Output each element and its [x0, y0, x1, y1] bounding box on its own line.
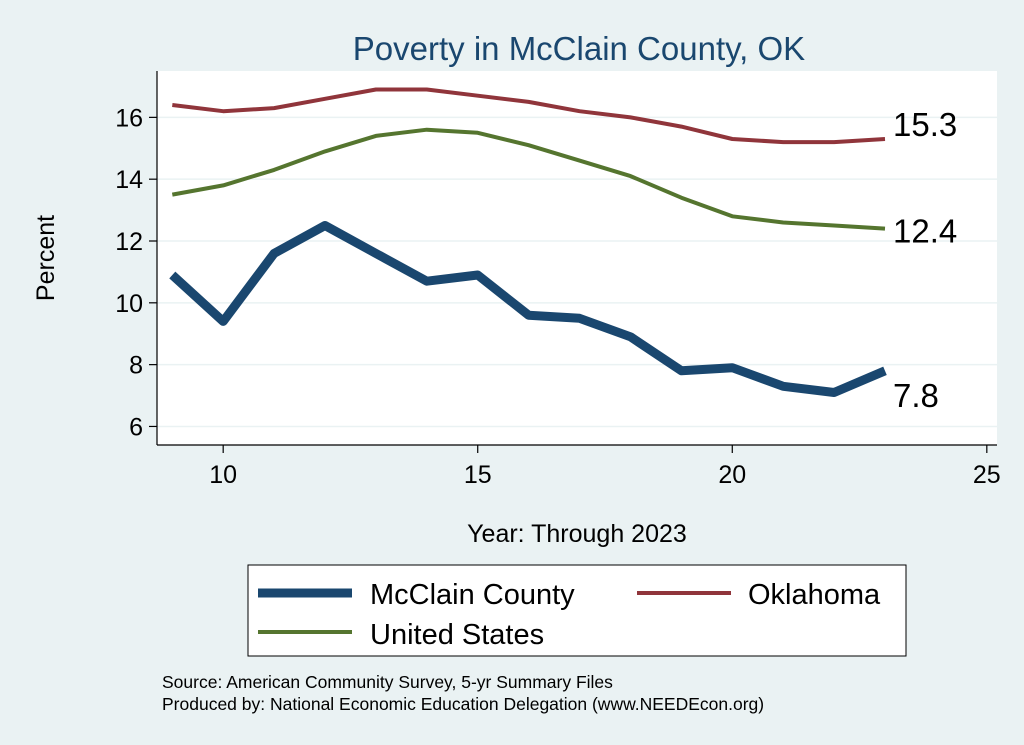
series-line-oklahoma	[172, 87, 886, 145]
series-line-united-states	[171, 127, 886, 231]
x-tick-label: 15	[464, 461, 492, 489]
y-axis-ticks: 6 8 10 12 14 16	[115, 104, 157, 441]
x-tick-label: 20	[718, 461, 746, 489]
end-label-mcclain-county: 7.8	[893, 377, 939, 414]
x-axis-label: Year: Through 2023	[467, 520, 687, 548]
series-lines	[169, 87, 887, 397]
producer-note: Produced by: National Economic Education…	[162, 694, 764, 714]
plot-area	[157, 71, 997, 445]
end-label-united-states: 12.4	[893, 213, 957, 250]
y-tick-label: 14	[115, 166, 143, 194]
end-labels: 7.8 15.3 12.4	[893, 106, 957, 414]
y-tick-label: 10	[115, 290, 143, 318]
y-tick-label: 6	[129, 413, 143, 441]
y-tick-label: 16	[115, 104, 143, 132]
legend-label-oklahoma: Oklahoma	[748, 579, 881, 611]
end-label-oklahoma: 15.3	[893, 106, 957, 143]
y-axis-label: Percent	[32, 215, 60, 301]
source-note: Source: American Community Survey, 5-yr …	[162, 672, 613, 692]
legend-label-mcclain-county: McClain County	[370, 579, 575, 611]
x-tick-label: 25	[973, 461, 1001, 489]
y-tick-label: 12	[115, 228, 143, 256]
legend-label-united-states: United States	[370, 619, 544, 651]
x-axis-ticks: 10 15 20 25	[209, 445, 1001, 489]
legend: McClain County Oklahoma United States	[247, 564, 907, 657]
y-tick-label: 8	[129, 352, 143, 380]
chart-title: Poverty in McClain County, OK	[353, 30, 805, 67]
x-tick-label: 10	[209, 461, 237, 489]
series-line-mcclain-county	[169, 221, 887, 397]
legend-box	[247, 564, 907, 657]
